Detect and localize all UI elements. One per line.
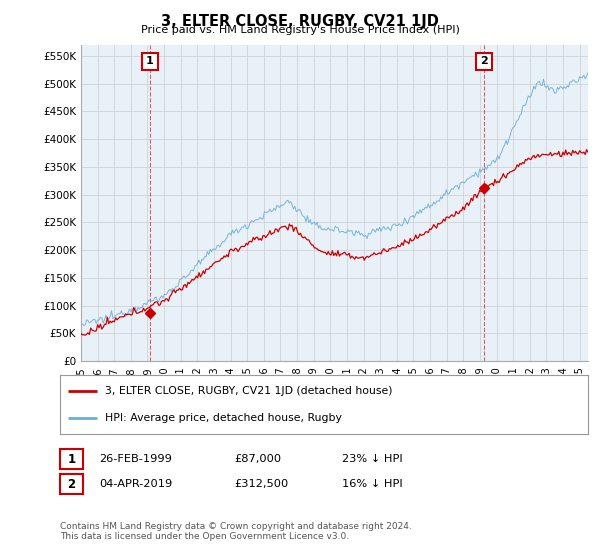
Text: Contains HM Land Registry data © Crown copyright and database right 2024.
This d: Contains HM Land Registry data © Crown c… xyxy=(60,522,412,542)
Text: 23% ↓ HPI: 23% ↓ HPI xyxy=(342,454,403,464)
Text: HPI: Average price, detached house, Rugby: HPI: Average price, detached house, Rugb… xyxy=(105,413,342,423)
Text: 04-APR-2019: 04-APR-2019 xyxy=(99,479,172,489)
Text: 26-FEB-1999: 26-FEB-1999 xyxy=(99,454,172,464)
Text: 1: 1 xyxy=(67,452,76,466)
Text: 3, ELTER CLOSE, RUGBY, CV21 1JD (detached house): 3, ELTER CLOSE, RUGBY, CV21 1JD (detache… xyxy=(105,386,392,396)
Text: Price paid vs. HM Land Registry's House Price Index (HPI): Price paid vs. HM Land Registry's House … xyxy=(140,25,460,35)
Text: 2: 2 xyxy=(67,478,76,491)
Text: 1: 1 xyxy=(146,57,154,67)
Text: £312,500: £312,500 xyxy=(234,479,288,489)
Text: £87,000: £87,000 xyxy=(234,454,281,464)
Text: 3, ELTER CLOSE, RUGBY, CV21 1JD: 3, ELTER CLOSE, RUGBY, CV21 1JD xyxy=(161,14,439,29)
Text: 16% ↓ HPI: 16% ↓ HPI xyxy=(342,479,403,489)
Text: 2: 2 xyxy=(480,57,488,67)
